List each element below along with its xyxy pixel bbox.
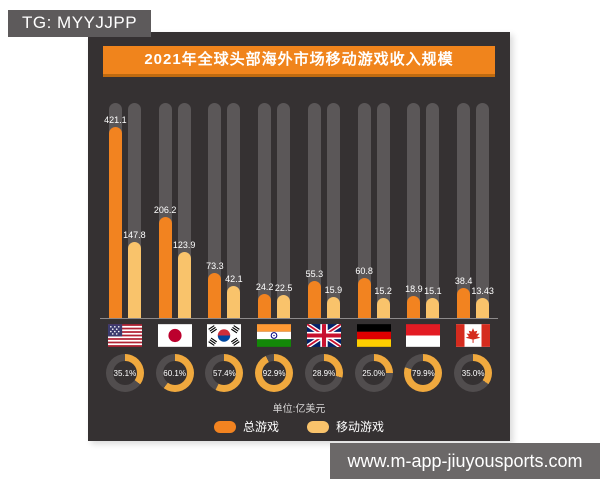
country-group-india: 24.2 22.5 bbox=[249, 103, 299, 318]
mobile-share-donut-japan: 60.1% bbox=[155, 354, 194, 392]
donut-row: 35.1% 60.1% 57.4% 92.9% 28.9% 25.0% 79.9% 35.0% bbox=[100, 354, 498, 392]
bar-track: 15.1 bbox=[424, 103, 442, 318]
bar-value-label: 15.2 bbox=[374, 286, 392, 296]
chart-title: 2021年全球头部海外市场移动游戏收入规模 bbox=[103, 46, 495, 77]
canada-flag-icon bbox=[456, 324, 491, 347]
mobile-share-donut-canada: 35.0% bbox=[454, 354, 493, 392]
country-group-canada: 38.4 13.43 bbox=[448, 103, 498, 318]
mobile-share-donut-south-korea: 57.4% bbox=[205, 354, 244, 392]
bar-track: 55.3 bbox=[305, 103, 324, 318]
country-group-indonesia: 18.9 15.1 bbox=[399, 103, 449, 318]
bar-value-label: 13.43 bbox=[471, 286, 494, 296]
mobile-share-donut-indonesia: 79.9% bbox=[404, 354, 443, 392]
bar-value-label: 421.1 bbox=[104, 115, 127, 125]
share-percent-label: 57.4% bbox=[213, 368, 236, 378]
share-percent-label: 35.1% bbox=[113, 368, 137, 378]
japan-flag-icon bbox=[157, 324, 192, 347]
share-percent-label: 28.9% bbox=[312, 368, 336, 378]
bar-value-label: 24.2 bbox=[255, 282, 274, 292]
total-game-bar bbox=[407, 296, 421, 318]
bar-track: 206.2 bbox=[154, 103, 176, 318]
mobile-game-bar bbox=[326, 297, 340, 318]
website-watermark: www.m-app-jiuyousports.com bbox=[330, 443, 600, 479]
country-group-united-states: 421.1 147.8 bbox=[100, 103, 150, 318]
legend-swatch bbox=[213, 420, 236, 433]
country-group-japan: 206.2 123.9 bbox=[150, 103, 200, 318]
share-percent-label: 92.9% bbox=[262, 368, 286, 378]
flag-row bbox=[100, 324, 498, 347]
mobile-game-bar bbox=[127, 242, 141, 318]
bar-track: 60.8 bbox=[355, 103, 373, 318]
mobile-game-bar bbox=[476, 298, 490, 318]
country-group-united-kingdom: 55.3 15.9 bbox=[299, 103, 349, 318]
total-game-bar bbox=[258, 294, 272, 318]
unit-label: 单位:亿美元 bbox=[272, 404, 326, 415]
legend-item: 总游戏 bbox=[213, 418, 279, 435]
bar-value-label: 18.9 bbox=[405, 284, 423, 294]
bar-value-label: 123.9 bbox=[172, 240, 196, 250]
germany-flag-icon bbox=[356, 324, 391, 347]
bar-value-label: 147.8 bbox=[123, 230, 146, 240]
bar-track: 22.5 bbox=[274, 103, 293, 318]
indonesia-flag-icon bbox=[406, 324, 441, 347]
bar-track: 15.2 bbox=[374, 103, 392, 318]
bar-value-label: 15.1 bbox=[424, 286, 442, 296]
total-game-bar bbox=[158, 217, 172, 318]
mobile-share-donut-united-states: 35.1% bbox=[105, 354, 144, 392]
bar-track: 147.8 bbox=[123, 103, 146, 318]
total-game-bar bbox=[208, 273, 222, 318]
country-group-south-korea: 73.3 42.1 bbox=[200, 103, 250, 318]
bar-value-label: 73.3 bbox=[206, 261, 224, 271]
telegram-watermark: TG: MYYJJPP bbox=[8, 10, 152, 37]
bar-value-label: 55.3 bbox=[305, 269, 324, 279]
mobile-game-bar bbox=[426, 298, 440, 318]
total-game-bar bbox=[457, 288, 471, 318]
mobile-share-donut-germany: 25.0% bbox=[354, 354, 393, 392]
legend: 总游戏 移动游戏 bbox=[88, 418, 510, 435]
bar-track: 18.9 bbox=[405, 103, 423, 318]
bar-value-label: 22.5 bbox=[274, 283, 293, 293]
india-flag-icon bbox=[257, 324, 292, 347]
united-states-flag-icon bbox=[107, 324, 142, 347]
legend-item: 移动游戏 bbox=[307, 418, 384, 435]
south-korea-flag-icon bbox=[207, 324, 242, 347]
legend-label: 移动游戏 bbox=[336, 420, 385, 434]
country-group-germany: 60.8 15.2 bbox=[349, 103, 399, 318]
mobile-share-donut-india: 92.9% bbox=[255, 354, 294, 392]
legend-label: 总游戏 bbox=[242, 420, 279, 434]
mobile-share-donut-united-kingdom: 28.9% bbox=[304, 354, 343, 392]
bar-track: 15.9 bbox=[324, 103, 343, 318]
bar-value-label: 15.9 bbox=[324, 285, 343, 295]
total-game-bar bbox=[108, 127, 122, 318]
bar-value-label: 38.4 bbox=[454, 276, 473, 286]
legend-swatch bbox=[307, 420, 329, 433]
bar-plot: 421.1 147.8 206.2 123.9 73.3 42.1 24.2 22.5 55.3… bbox=[100, 103, 498, 319]
bar-value-label: 60.8 bbox=[355, 266, 373, 276]
share-percent-label: 25.0% bbox=[362, 368, 385, 378]
bar-track: 13.43 bbox=[471, 103, 494, 318]
bar-track: 42.1 bbox=[225, 103, 243, 318]
share-percent-label: 79.9% bbox=[412, 368, 435, 378]
total-game-bar bbox=[307, 281, 321, 318]
share-percent-label: 60.1% bbox=[163, 368, 186, 378]
bar-track: 24.2 bbox=[255, 103, 274, 318]
bar-track: 38.4 bbox=[454, 103, 473, 318]
share-percent-label: 35.0% bbox=[461, 368, 485, 378]
bar-track: 73.3 bbox=[206, 103, 224, 318]
mobile-game-bar bbox=[277, 295, 291, 318]
bar-track: 123.9 bbox=[173, 103, 195, 318]
bar-track: 421.1 bbox=[104, 103, 127, 318]
united-kingdom-flag-icon bbox=[306, 324, 341, 347]
total-game-bar bbox=[357, 278, 371, 318]
mobile-game-bar bbox=[177, 252, 191, 318]
mobile-game-bar bbox=[376, 298, 390, 318]
chart-panel: 2021年全球头部海外市场移动游戏收入规模 421.1 147.8 206.2 123… bbox=[88, 32, 510, 441]
bar-value-label: 206.2 bbox=[153, 205, 177, 215]
bar-value-label: 42.1 bbox=[225, 274, 243, 284]
mobile-game-bar bbox=[227, 286, 241, 318]
